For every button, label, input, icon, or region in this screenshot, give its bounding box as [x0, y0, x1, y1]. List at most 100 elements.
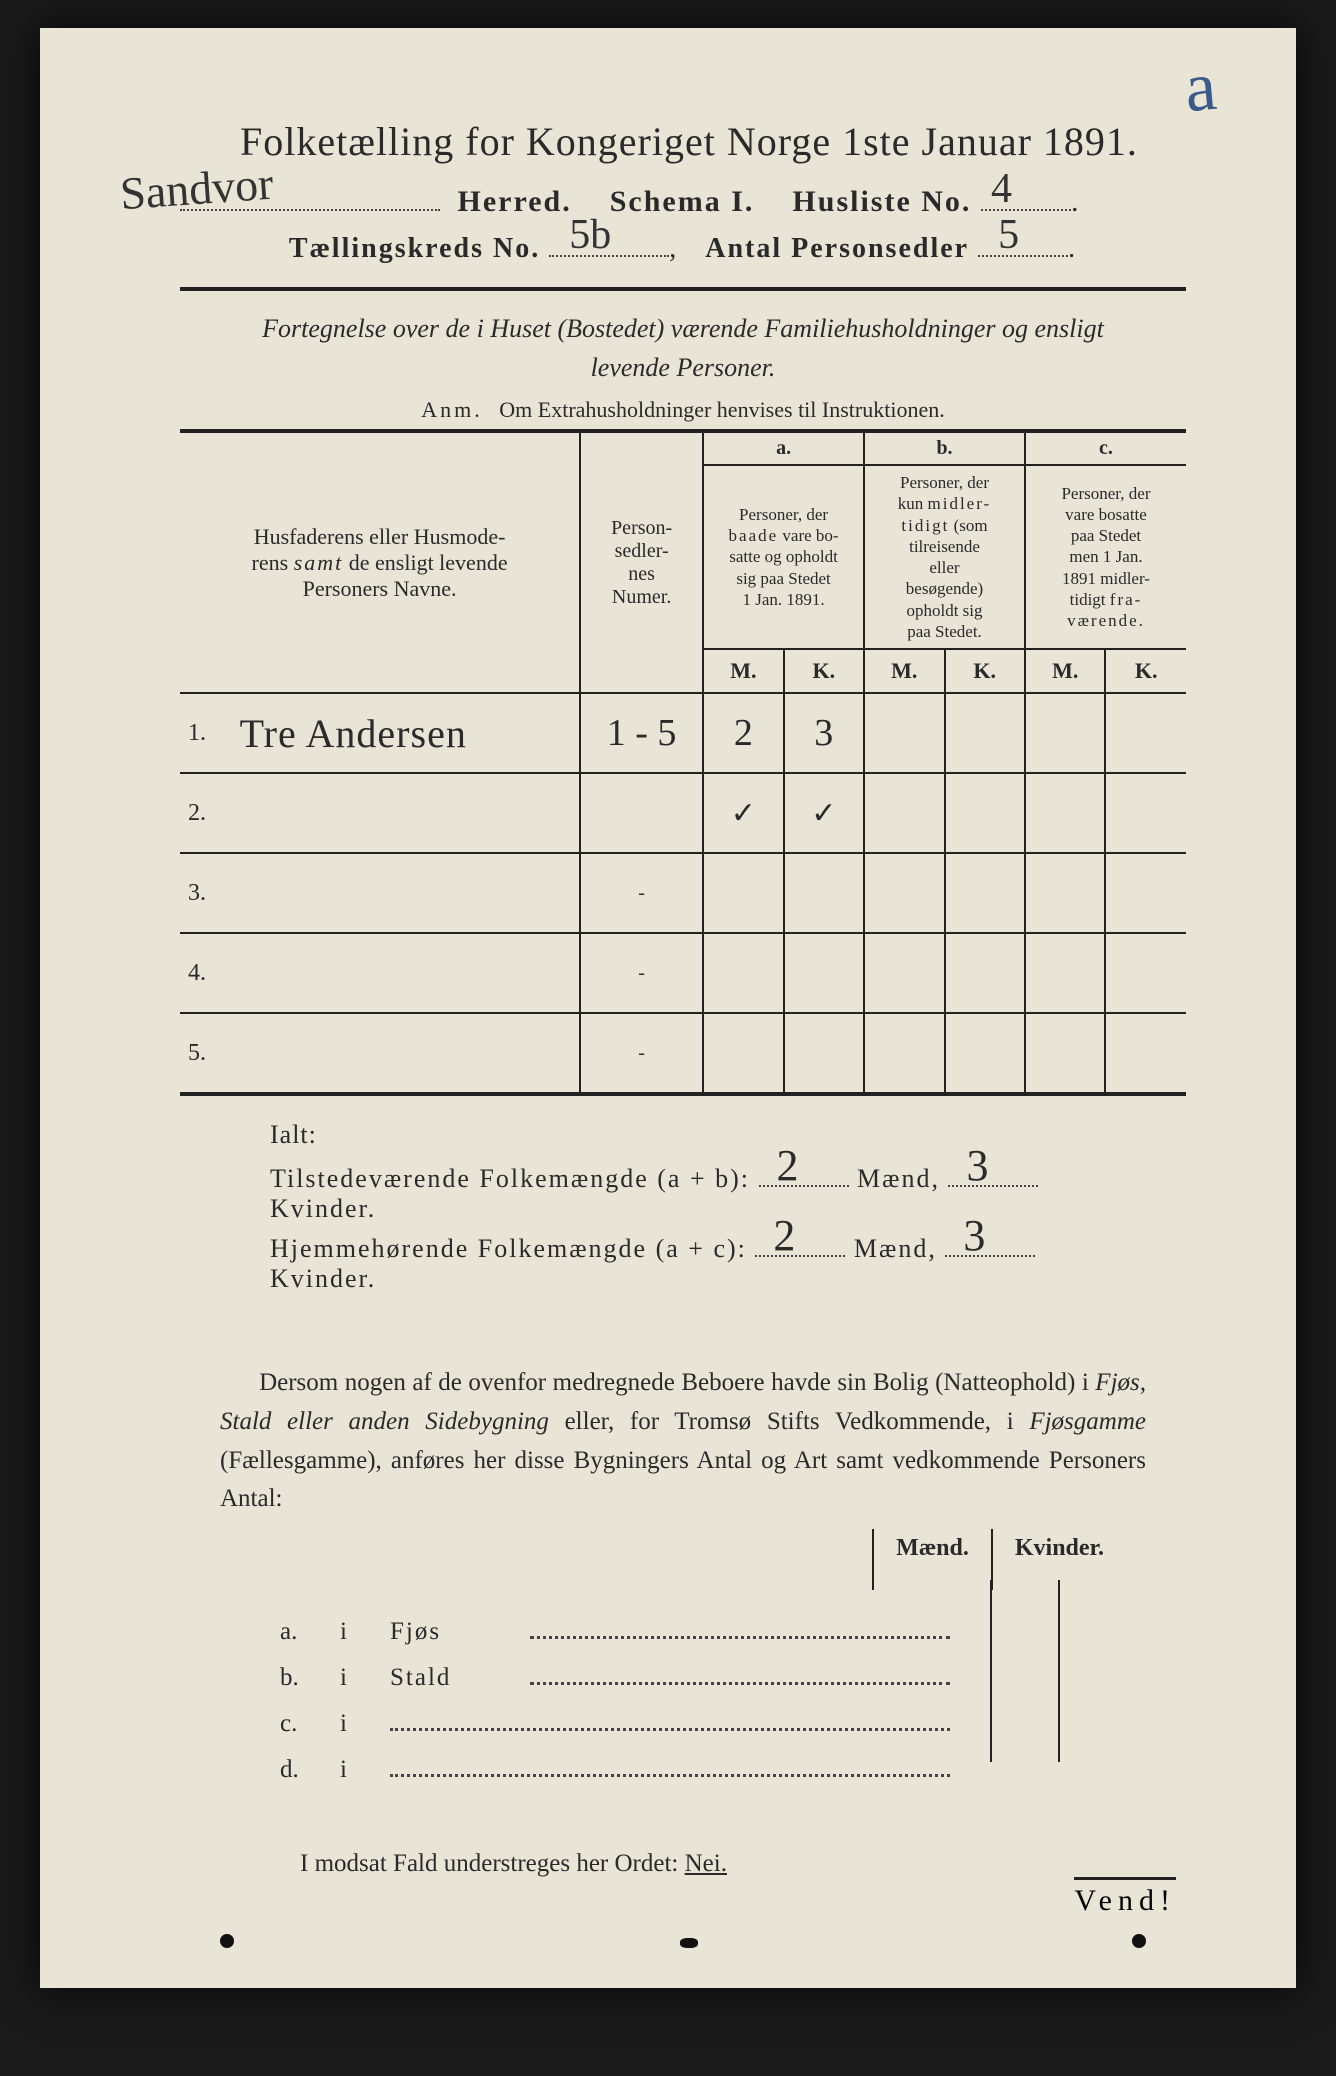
row-numer: 1 - 5 [580, 693, 703, 773]
para-it2: Fjøsgamme [1029, 1408, 1146, 1435]
maend-label: Mænd, [854, 1234, 937, 1263]
anm-line: Anm. Om Extrahusholdninger henvises til … [180, 397, 1186, 423]
binding-hole-icon [220, 1934, 234, 1948]
table-row: 2. ✓ ✓ [180, 773, 1186, 853]
val-hw: 2 [734, 712, 753, 754]
cell-c-k [1105, 853, 1186, 933]
row-num: 4. [180, 933, 234, 1013]
th-a-k: K. [784, 649, 864, 693]
cell-b-k [945, 693, 1025, 773]
th-a-m: M. [703, 649, 783, 693]
cell-c-k [1105, 1013, 1186, 1094]
abcd-label: b. [280, 1664, 340, 1692]
cell-b-m [864, 693, 944, 773]
row-name [234, 1013, 581, 1094]
row-name [234, 773, 581, 853]
ialt-block: Ialt: Tilstedeværende Folkemængde (a + b… [270, 1120, 1096, 1294]
cell-a-k [784, 1013, 864, 1094]
cell-b-m [864, 853, 944, 933]
dersom-paragraph: Dersom nogen af de ovenfor medregnede Be… [220, 1364, 1146, 1519]
row-numer: - [580, 933, 703, 1013]
ialt-line-2: Hjemmehørende Folkemængde (a + c): 2 Mæn… [270, 1234, 1096, 1294]
row-name [234, 853, 581, 933]
binding-hole-icon [1132, 1934, 1146, 1948]
mk-spacer [873, 1568, 992, 1590]
abcd-row: c. i [280, 1708, 950, 1738]
cell-c-m [1025, 933, 1105, 1013]
th-a-top: a. [703, 432, 864, 465]
cell-a-k [784, 933, 864, 1013]
abcd-type: Fjøs [390, 1618, 530, 1646]
cell-b-m [864, 1013, 944, 1094]
ialt-l2-m-hw: 2 [773, 1210, 795, 1261]
row-name: Tre Andersen [234, 693, 581, 773]
abcd-row: b. i Stald [280, 1662, 950, 1692]
abcd-i: i [340, 1756, 390, 1784]
anm-text: Om Extrahusholdninger henvises til Instr… [499, 397, 944, 422]
cell-c-m [1025, 693, 1105, 773]
th-num: Person-sedler-nesNumer. [580, 432, 703, 693]
mk-col [1059, 1580, 1126, 1762]
census-table: Husfaderens eller Husmode-rens samt de e… [180, 431, 1186, 1096]
cell-b-m [864, 933, 944, 1013]
schema-label: Schema I. [610, 185, 755, 218]
numer-hw: 1 - 5 [607, 712, 677, 754]
document-page: a Folketælling for Kongeriget Norge 1ste… [40, 28, 1296, 1988]
husliste-blank: 4 [981, 209, 1071, 211]
cell-c-m [1025, 853, 1105, 933]
th-c-desc: Personer, dervare bosattepaa Stedetmen 1… [1025, 465, 1186, 649]
cell-b-k [945, 1013, 1025, 1094]
subtitle: Fortegnelse over de i Huset (Bostedet) v… [240, 309, 1126, 387]
ialt-l1-label: Tilstedeværende Folkemængde (a + b): [270, 1164, 750, 1193]
nei-word: Nei. [685, 1850, 727, 1877]
cell-b-k [945, 773, 1025, 853]
abcd-row: d. i [280, 1754, 950, 1784]
cell-a-m [703, 933, 783, 1013]
ialt-l2-m-blank: 2 [755, 1255, 845, 1257]
abcd-type: Stald [390, 1664, 530, 1692]
nei-pre: I modsat Fald understreges her Ordet: [300, 1850, 685, 1877]
para-t2: eller, for Tromsø Stifts Vedkommende, i [549, 1408, 1029, 1435]
table-row: 3. - [180, 853, 1186, 933]
ialt-l1-m-blank: 2 [759, 1185, 849, 1187]
row-name [234, 933, 581, 1013]
abcd-i: i [340, 1618, 390, 1646]
abcd-dots [390, 1708, 950, 1731]
table-row: 1. Tre Andersen 1 - 5 2 3 [180, 693, 1186, 773]
anm-prefix: Anm. [421, 397, 483, 422]
row-num: 1. [180, 693, 234, 773]
abcd-list: a. i Fjøs b. i Stald c. i d. [280, 1600, 950, 1800]
header-line-3: Tællingskreds No. 5b , Antal Personsedle… [180, 233, 1186, 265]
abcd-dots [530, 1616, 950, 1639]
cell-c-k [1105, 693, 1186, 773]
cell-a-k: ✓ [784, 773, 864, 853]
th-c-top: c. [1025, 432, 1186, 465]
th-c-m: M. [1025, 649, 1105, 693]
mk-k: Kvinder. [992, 1529, 1126, 1568]
cell-c-m [1025, 1013, 1105, 1094]
herred-label: Herred. [458, 185, 572, 218]
cell-a-k: 3 [784, 693, 864, 773]
cell-b-m [864, 773, 944, 853]
cell-c-m [1025, 773, 1105, 853]
main-title: Folketælling for Kongeriget Norge 1ste J… [240, 118, 1186, 165]
row-numer [580, 773, 703, 853]
cell-a-m [703, 1013, 783, 1094]
cell-c-k [1105, 933, 1186, 1013]
table-row: 5. - [180, 1013, 1186, 1094]
abcd-dots [390, 1754, 950, 1777]
husliste-label: Husliste No. [792, 185, 971, 218]
cell-a-k [784, 853, 864, 933]
th-b-k: K. [945, 649, 1025, 693]
row-numer: - [580, 853, 703, 933]
th-b-top: b. [864, 432, 1025, 465]
kvinder-label: Kvinder. [270, 1264, 376, 1293]
maend-label: Mænd, [857, 1164, 940, 1193]
name-hw: Tre Andersen [240, 711, 467, 756]
rule-1 [180, 287, 1186, 291]
header-line-2: Sandvor Herred. Schema I. Husliste No. 4… [180, 185, 1186, 219]
cell-a-m: 2 [703, 693, 783, 773]
row-num: 5. [180, 1013, 234, 1094]
herred-handwritten: Sandvor [118, 157, 275, 221]
vend-footer: Vend! [1074, 1877, 1176, 1918]
